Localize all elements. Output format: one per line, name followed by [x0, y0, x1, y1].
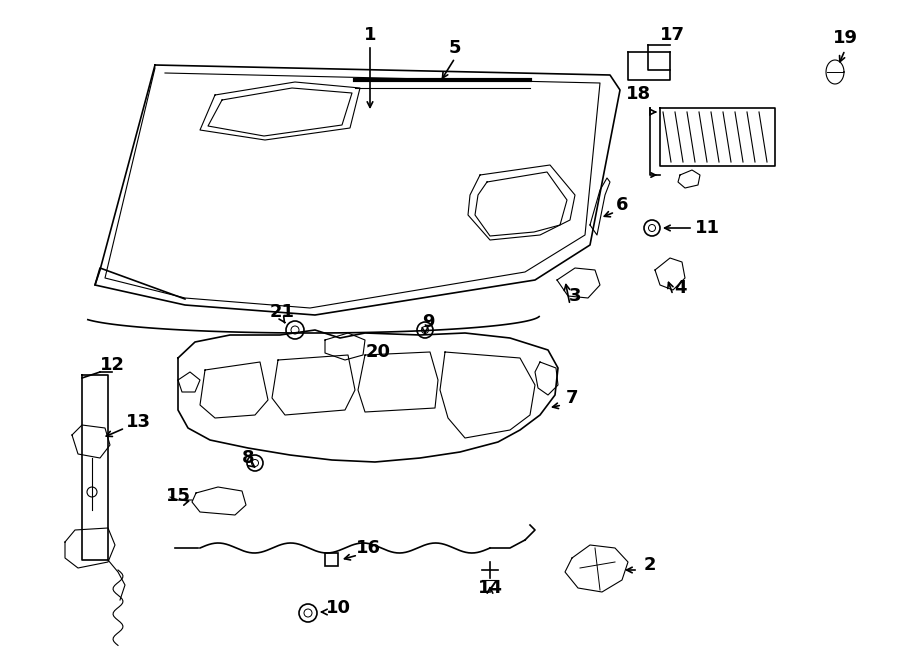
Text: 15: 15	[166, 487, 191, 505]
Text: 7: 7	[566, 389, 578, 407]
Text: 19: 19	[832, 29, 858, 47]
Text: 1: 1	[364, 26, 376, 44]
Text: 11: 11	[695, 219, 719, 237]
Text: 14: 14	[478, 579, 502, 597]
Text: 3: 3	[569, 287, 581, 305]
Text: 17: 17	[660, 26, 685, 44]
Text: 4: 4	[674, 279, 686, 297]
Text: 12: 12	[100, 356, 124, 374]
Text: 9: 9	[422, 313, 434, 331]
Text: 10: 10	[326, 599, 350, 617]
Text: 18: 18	[626, 85, 651, 103]
Text: 6: 6	[616, 196, 628, 214]
Text: 21: 21	[269, 303, 294, 321]
Text: 16: 16	[356, 539, 381, 557]
Text: 5: 5	[449, 39, 461, 57]
Text: 13: 13	[125, 413, 150, 431]
Text: 8: 8	[242, 449, 255, 467]
Text: 2: 2	[644, 556, 656, 574]
Bar	[325, 553, 338, 566]
Text: 20: 20	[365, 343, 391, 361]
